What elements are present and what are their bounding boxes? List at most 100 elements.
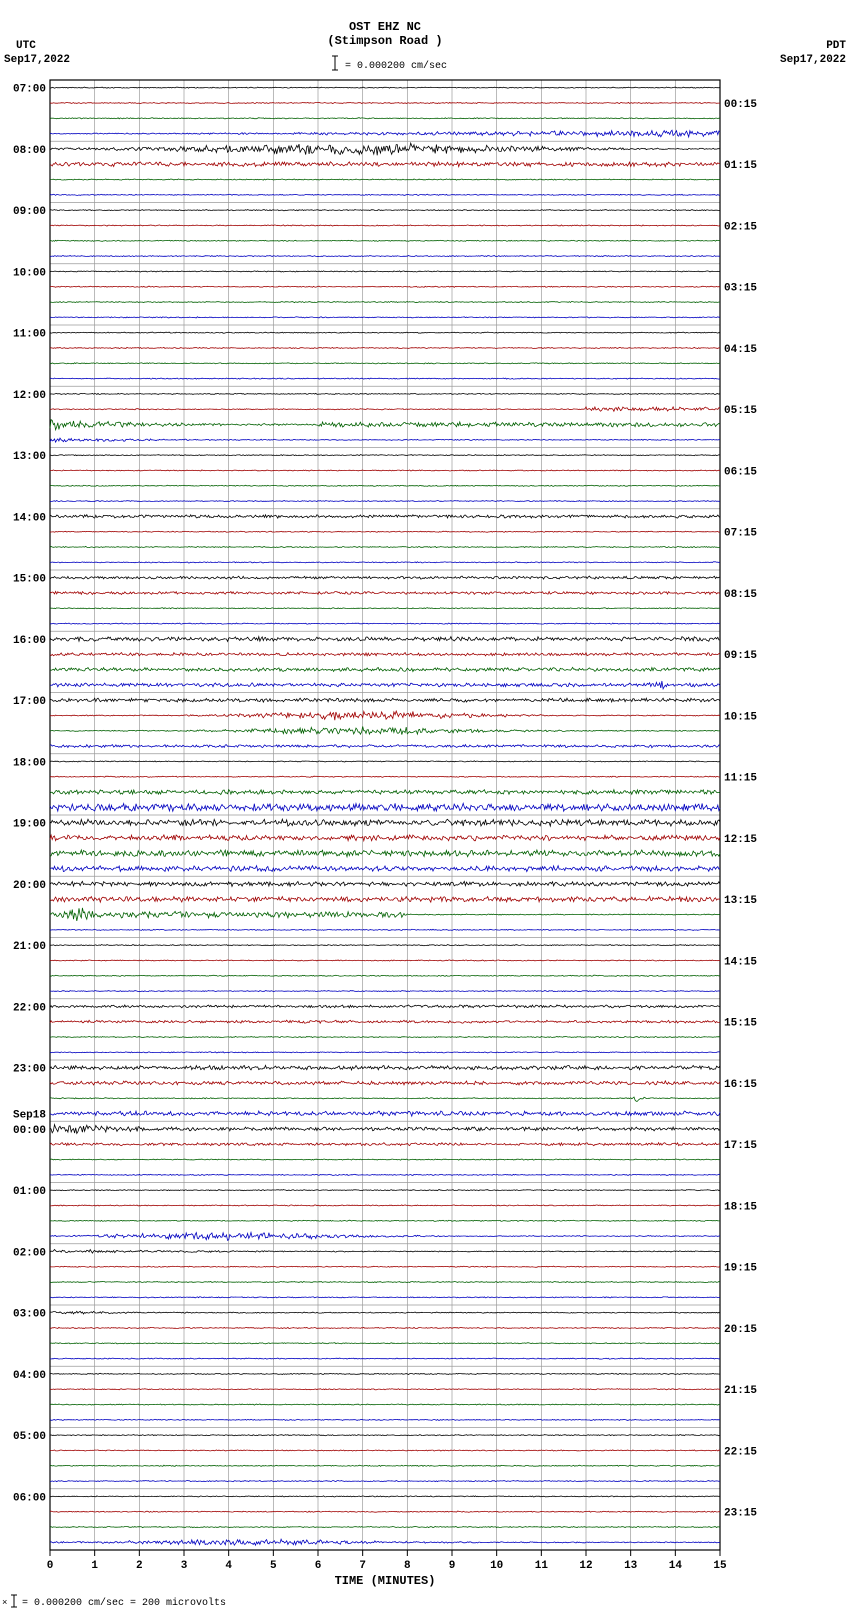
left-time-label: 03:00 — [13, 1309, 46, 1321]
trace-line — [50, 162, 720, 167]
traces-group — [50, 87, 720, 1545]
trace-line — [50, 1311, 720, 1314]
left-time-label: 23:00 — [13, 1064, 46, 1076]
right-time-label: 18:15 — [724, 1201, 757, 1213]
trace-line — [50, 1450, 720, 1451]
left-time-label: 14:00 — [13, 512, 46, 524]
left-time-label: 17:00 — [13, 696, 46, 708]
trace-line — [50, 546, 720, 547]
trace-line — [50, 240, 720, 241]
x-tick-label: 9 — [449, 1560, 456, 1572]
trace-line — [50, 790, 720, 795]
trace-line — [50, 130, 720, 137]
x-axis-label: TIME (MINUTES) — [335, 1574, 436, 1588]
trace-line — [50, 378, 720, 379]
trace-line — [50, 991, 720, 992]
trace-line — [50, 194, 720, 195]
trace-line — [50, 711, 720, 720]
trace-line — [50, 1373, 720, 1374]
trace-line — [50, 363, 720, 364]
trace-line — [50, 1036, 720, 1037]
trace-line — [50, 1097, 720, 1101]
x-tick-label: 5 — [270, 1560, 277, 1572]
left-time-label: 02:00 — [13, 1247, 46, 1259]
left-tz-label: UTC — [16, 40, 36, 52]
x-tick-label: 4 — [225, 1560, 232, 1572]
left-time-label: 13:00 — [13, 451, 46, 463]
trace-line — [50, 420, 720, 430]
left-time-label: 09:00 — [13, 206, 46, 218]
right-time-label: 13:15 — [724, 895, 757, 907]
trace-line — [50, 681, 720, 689]
right-time-label: 03:15 — [724, 283, 757, 295]
trace-line — [50, 1343, 720, 1344]
left-time-label: 10:00 — [13, 267, 46, 279]
x-tick-label: 2 — [136, 1560, 143, 1572]
trace-line — [50, 1358, 720, 1359]
trace-line — [50, 761, 720, 762]
right-time-label: 08:15 — [724, 589, 757, 601]
trace-line — [50, 531, 720, 532]
right-time-label: 14:15 — [724, 956, 757, 968]
trace-line — [50, 1143, 720, 1146]
x-tick-label: 15 — [713, 1560, 727, 1572]
trace-line — [50, 850, 720, 857]
trace-line — [50, 317, 720, 318]
trace-line — [50, 1404, 720, 1405]
left-time-label: 20:00 — [13, 880, 46, 892]
trace-line — [50, 960, 720, 961]
trace-line — [50, 87, 720, 88]
trace-line — [50, 1125, 720, 1134]
left-time-label: 16:00 — [13, 635, 46, 647]
trace-line — [50, 1159, 720, 1160]
right-time-label: 10:15 — [724, 711, 757, 723]
x-tick-label: 14 — [669, 1560, 683, 1572]
x-tick-label: 8 — [404, 1560, 411, 1572]
x-tick-label: 13 — [624, 1560, 638, 1572]
footer-x-symbol: × — [2, 1598, 7, 1608]
trace-line — [50, 438, 720, 442]
trace-line — [50, 1282, 720, 1283]
trace-line — [50, 302, 720, 303]
right-time-label: 00:15 — [724, 99, 757, 111]
right-time-label: 01:15 — [724, 160, 757, 172]
trace-line — [50, 407, 720, 411]
footer-note: = 0.000200 cm/sec = 200 microvolts — [22, 1597, 226, 1609]
trace-line — [50, 102, 720, 103]
trace-line — [50, 608, 720, 609]
trace-line — [50, 819, 720, 826]
right-time-label: 19:15 — [724, 1263, 757, 1275]
right-time-label: 22:15 — [724, 1446, 757, 1458]
trace-line — [50, 1539, 720, 1545]
trace-line — [50, 908, 720, 921]
right-time-label: 02:15 — [724, 221, 757, 233]
trace-line — [50, 501, 720, 502]
left-time-label: 04:00 — [13, 1370, 46, 1382]
trace-line — [50, 745, 720, 748]
trace-line — [50, 210, 720, 211]
trace-line — [50, 1220, 720, 1221]
trace-line — [50, 698, 720, 702]
right-time-label: 11:15 — [724, 773, 757, 785]
station-line: OST EHZ NC — [349, 20, 421, 34]
x-tick-label: 10 — [490, 1560, 503, 1572]
trace-line — [50, 515, 720, 518]
trace-line — [50, 896, 720, 902]
trace-line — [50, 1435, 720, 1436]
trace-line — [50, 1419, 720, 1420]
x-tick-label: 7 — [359, 1560, 366, 1572]
trace-line — [50, 1005, 720, 1008]
trace-line — [50, 1496, 720, 1497]
left-time-label: 00:00 — [13, 1125, 46, 1137]
trace-line — [50, 1052, 720, 1053]
right-date-label: Sep17,2022 — [780, 54, 846, 66]
trace-line — [50, 1232, 720, 1240]
trace-line — [50, 1465, 720, 1466]
plot-area — [50, 80, 720, 1550]
x-tick-label: 12 — [579, 1560, 592, 1572]
trace-line — [50, 485, 720, 486]
trace-line — [50, 653, 720, 656]
trace-line — [50, 225, 720, 226]
seismogram-plot: OST EHZ NC(Stimpson Road )= 0.000200 cm/… — [0, 0, 850, 1613]
trace-line — [50, 866, 720, 872]
